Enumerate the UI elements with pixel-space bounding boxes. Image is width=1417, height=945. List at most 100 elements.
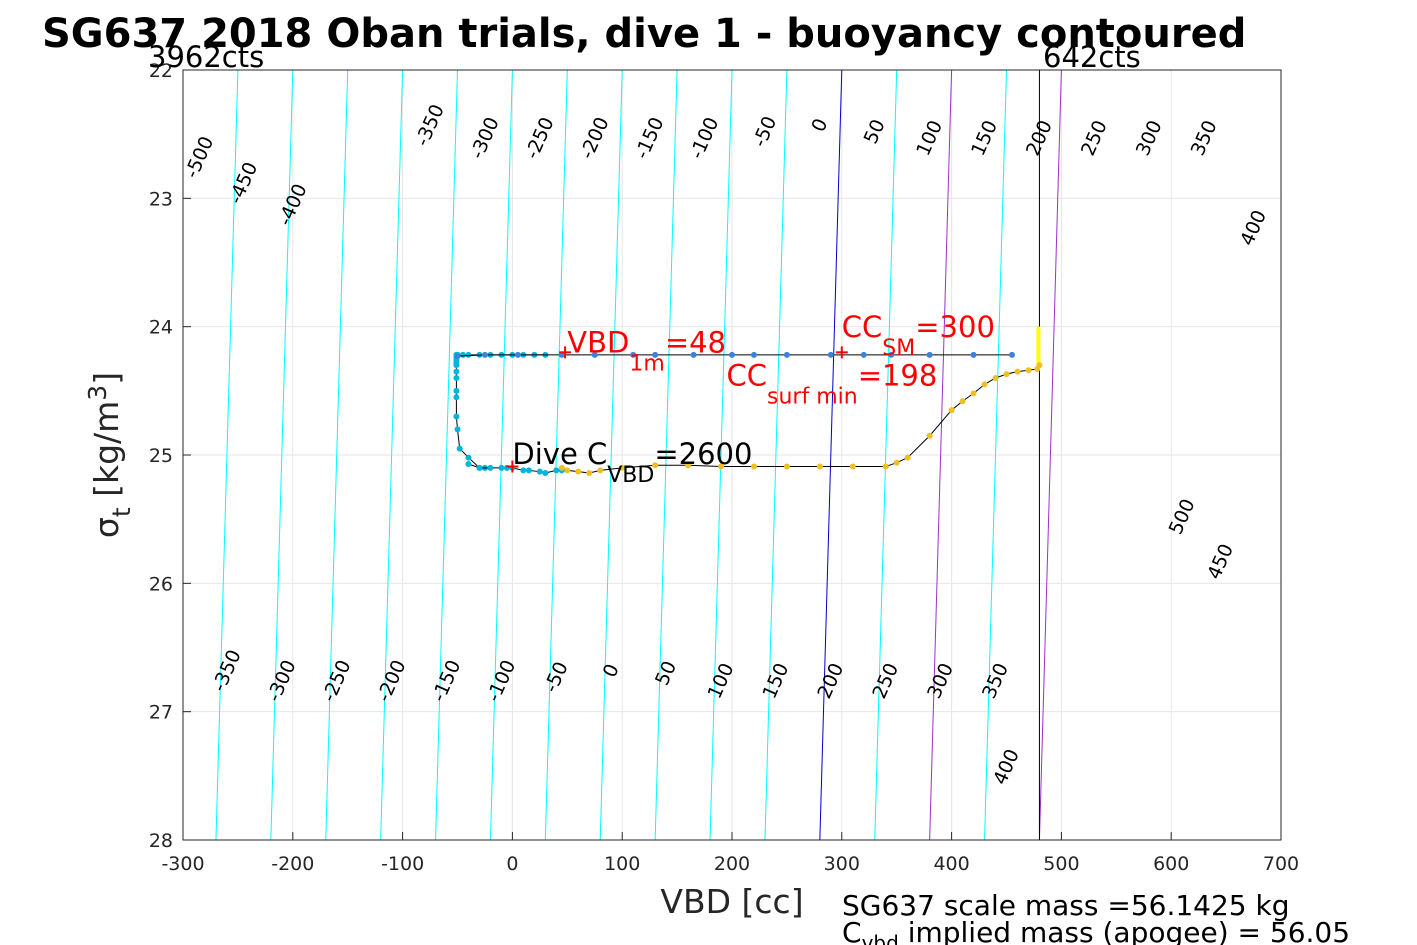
series-point-dive_bottom bbox=[520, 467, 527, 474]
series-point-climb bbox=[959, 398, 966, 405]
series-point-dive bbox=[459, 351, 466, 358]
series-point-climb bbox=[981, 381, 988, 388]
top-right-label: 642cts bbox=[1043, 40, 1141, 74]
series-point-climb bbox=[575, 468, 582, 475]
annotation-divecvbd: Dive CVBD=2600 bbox=[512, 437, 752, 488]
x-tick-label: 200 bbox=[714, 853, 750, 875]
series-point-climb bbox=[1003, 371, 1010, 378]
y-tick-label: 22 bbox=[149, 60, 173, 82]
series-point-surface bbox=[827, 351, 834, 358]
series-point-climb bbox=[849, 463, 856, 470]
annotation-ccsurfmin-sub: surf min bbox=[767, 385, 858, 410]
contour-line bbox=[709, 70, 733, 840]
series-point-dive_bottom bbox=[487, 464, 494, 471]
series-point-climb bbox=[970, 390, 977, 397]
contour-line bbox=[984, 70, 1007, 840]
contour-line bbox=[489, 70, 513, 840]
footer-line-1: SG637 scale mass =56.1425 kg bbox=[842, 889, 1290, 922]
series-point-climb bbox=[1014, 368, 1021, 375]
contour-line bbox=[544, 70, 568, 840]
contour-line bbox=[929, 70, 953, 840]
series-point-climb bbox=[992, 375, 999, 381]
contour-line bbox=[380, 70, 404, 840]
annotation-vbd1m-main: VBD bbox=[567, 325, 629, 359]
contour-line bbox=[51, 70, 73, 840]
y-label-sub: t bbox=[107, 507, 136, 517]
annotation-divecvbd-main: Dive C bbox=[512, 437, 607, 471]
series-point-surface bbox=[591, 351, 598, 358]
y-tick-label: 23 bbox=[149, 188, 173, 210]
footer-line-2: Cvbd implied mass (apogee) = 56.05 bbox=[842, 916, 1350, 945]
x-tick-label: -300 bbox=[161, 853, 204, 875]
footer-line-2-sub: vbd bbox=[862, 931, 899, 945]
contour-line bbox=[435, 70, 458, 840]
chart-title: SG637 2018 Oban trials, dive 1 - buoyanc… bbox=[42, 11, 1246, 57]
y-label-sup: 3 bbox=[83, 385, 112, 401]
series-point-dive_bottom bbox=[553, 467, 560, 474]
series-point-surface bbox=[514, 351, 521, 358]
x-tick-label: -100 bbox=[381, 853, 424, 875]
series-point-dive_bottom bbox=[476, 464, 483, 471]
series-point-dive bbox=[453, 375, 460, 381]
y-label-sigma: σ bbox=[87, 517, 126, 538]
series-point-dive_bottom bbox=[498, 464, 505, 471]
annotation-vbd1m-tail: =48 bbox=[665, 325, 726, 359]
x-tick-label: 600 bbox=[1153, 853, 1189, 875]
series-point-climb bbox=[1025, 367, 1032, 374]
y-label-unit: [kg/m bbox=[87, 401, 126, 508]
annotation-vbd1m-sub: 1m bbox=[629, 351, 664, 376]
series-point-climb bbox=[948, 407, 955, 414]
series-point-surface bbox=[750, 351, 757, 358]
y-tick-label: 28 bbox=[149, 830, 173, 852]
axis-ticks: -300 -200 -100 0 100 200 300 400 500 600 700 22 23 24… bbox=[149, 60, 1299, 875]
contour-line bbox=[0, 70, 18, 840]
series bbox=[453, 326, 1043, 476]
markers bbox=[506, 346, 848, 473]
series-point-climb bbox=[816, 463, 823, 470]
contour-line bbox=[599, 70, 623, 840]
series-point-surface bbox=[926, 351, 933, 358]
y-axis-label: σt [kg/m3] bbox=[83, 372, 136, 538]
series-point-dive_bottom bbox=[525, 467, 532, 474]
series-point-surface bbox=[558, 351, 565, 358]
contour-lines bbox=[0, 70, 1062, 840]
series-point-surface bbox=[783, 351, 790, 358]
series-point-climb bbox=[1036, 362, 1043, 369]
series-point-climb bbox=[652, 462, 659, 469]
series-point-surface bbox=[630, 351, 637, 358]
series-point-surface bbox=[690, 351, 697, 358]
series-point-dive_bottom bbox=[536, 468, 543, 475]
annotation-vbd1m: VBD1m=48 bbox=[567, 325, 726, 376]
contour-line bbox=[819, 70, 843, 840]
series-point-climb bbox=[882, 463, 889, 470]
x-tick-label: 300 bbox=[824, 853, 860, 875]
series-point-climb bbox=[750, 463, 757, 470]
series-point-climb bbox=[893, 459, 900, 466]
annotation-ccsm: CCSM=300 bbox=[842, 310, 995, 361]
contour-line bbox=[874, 70, 898, 840]
series-point-surface bbox=[481, 351, 488, 358]
series-point-dive bbox=[453, 413, 460, 420]
series-point-dive bbox=[454, 426, 461, 433]
top-left-label: 3962cts bbox=[148, 40, 264, 74]
series-point-climb bbox=[586, 469, 593, 476]
annotation-ccsurfmin-main: CC bbox=[727, 359, 768, 393]
annotation-divecvbd-sub: VBD bbox=[607, 463, 654, 488]
series-point-surface bbox=[454, 353, 461, 360]
series-point-dive bbox=[453, 394, 460, 401]
annotation-divecvbd-tail: =2600 bbox=[654, 437, 752, 471]
annotation-ccsurfmin-tail: =198 bbox=[858, 359, 938, 393]
series-point-surface bbox=[970, 351, 977, 358]
series-point-surface bbox=[888, 351, 895, 358]
series-point-dive_bottom bbox=[542, 469, 549, 476]
y-tick-label: 25 bbox=[149, 445, 173, 467]
x-tick-label: 500 bbox=[1043, 853, 1079, 875]
series-point-climb bbox=[904, 454, 911, 461]
x-axis-label: VBD [cc] bbox=[660, 882, 803, 921]
series-point-surface bbox=[652, 351, 659, 358]
y-tick-label: 26 bbox=[149, 573, 173, 595]
x-tick-label: -200 bbox=[271, 853, 314, 875]
series-point-climb bbox=[564, 467, 571, 474]
series-point-climb bbox=[783, 463, 790, 470]
